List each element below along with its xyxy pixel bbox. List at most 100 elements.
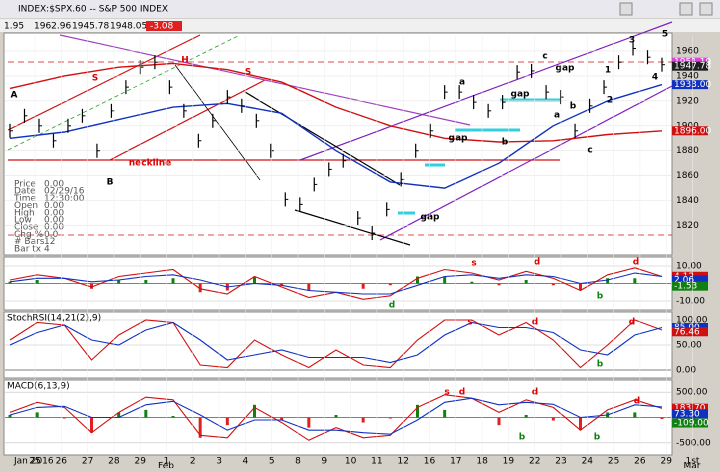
- x-tick-label: 24: [582, 457, 594, 467]
- info-label: Bar tx: [14, 244, 42, 254]
- info-label: # Bars: [14, 237, 45, 247]
- indicator-line: [9, 321, 663, 364]
- x-tick-label: 23: [555, 457, 566, 467]
- last-value-label: -109.00: [674, 419, 709, 429]
- info-value: 0.00: [44, 223, 64, 233]
- last-value-label: 76.46: [674, 327, 700, 337]
- y-tick-label: 10.00: [676, 262, 702, 272]
- x-tick-label: 3: [216, 457, 222, 467]
- minimize-button[interactable]: [619, 2, 633, 16]
- x-tick-label: 22: [529, 457, 540, 467]
- annotation: d: [629, 318, 635, 328]
- x-tick-label: 1: [164, 457, 170, 467]
- last-value-box: [672, 281, 708, 291]
- indicator-line: [9, 83, 663, 189]
- x-tick-label: 25: [29, 457, 40, 467]
- annotation: S: [245, 68, 251, 78]
- last-value-label: 73.30: [674, 409, 700, 419]
- annotation: B: [107, 178, 114, 188]
- annotation: b: [502, 138, 509, 148]
- x-tick-label: 17: [450, 457, 461, 467]
- y-tick-label: 1880: [676, 146, 699, 156]
- x-tick-label: 29: [134, 457, 146, 467]
- x-tick-label: 19: [503, 457, 515, 467]
- y-tick-label: -500.00: [676, 438, 711, 448]
- x-tick-label: 10: [345, 457, 357, 467]
- last-value-box: [672, 327, 708, 337]
- annotation: d: [633, 258, 639, 268]
- last-value-box: [672, 126, 708, 136]
- panel-title: StochRSI(14,21(2),9): [7, 314, 101, 324]
- info-value: 12:30:00: [44, 194, 85, 204]
- close-button[interactable]: [699, 2, 713, 16]
- y-tick-label: 1820: [676, 221, 699, 231]
- x-tick-label: 12: [397, 457, 408, 467]
- indicator-line: [9, 397, 663, 435]
- annotation: d: [459, 388, 465, 398]
- info-label: High: [14, 208, 35, 218]
- x-tick-label: 27: [82, 457, 93, 467]
- y-tick-label: 0.00: [676, 366, 696, 376]
- annotation: s: [471, 259, 476, 269]
- maximize-button[interactable]: [679, 2, 693, 16]
- change-box: [146, 21, 182, 31]
- annotation: d: [634, 397, 640, 407]
- y-tick-label: -10.00: [676, 297, 705, 307]
- annotation: gap: [556, 64, 576, 74]
- last-value-label: -1.53: [674, 282, 697, 292]
- info-value: 0.00: [44, 208, 64, 218]
- annotation: c: [587, 146, 592, 156]
- toolbar-value: 1948.05: [110, 22, 147, 32]
- last-value-label: 183.70: [674, 404, 706, 414]
- info-value: 0.00: [44, 201, 64, 211]
- last-value-box: [672, 409, 708, 419]
- x-tick-label: 2: [190, 457, 196, 467]
- info-label: Price: [14, 180, 36, 190]
- indicator-line: [9, 272, 663, 295]
- annotation: d: [534, 258, 540, 268]
- annotation: gap: [511, 90, 531, 100]
- annotation: 4: [652, 73, 658, 83]
- info-label: Low: [14, 216, 32, 226]
- x-tick-label: 26: [56, 457, 68, 467]
- info-label: Time: [13, 194, 36, 204]
- info-label: Chg %: [14, 230, 44, 240]
- x-tick-label: 25: [608, 457, 619, 467]
- info-value: 02/29/16: [44, 187, 85, 197]
- annotation: d: [532, 318, 538, 328]
- annotation: c: [542, 52, 547, 62]
- last-value-label: 2.06: [674, 275, 694, 285]
- toolbar-change: -3.08: [150, 22, 174, 32]
- annotation: b: [594, 433, 601, 443]
- annotation: gap: [449, 134, 469, 144]
- annotation: b: [597, 292, 604, 302]
- x-tick-label: 5: [269, 457, 275, 467]
- annotation: d: [532, 388, 538, 398]
- annotation: b: [519, 433, 526, 443]
- indicator-line: [9, 319, 663, 369]
- annotation: d: [389, 301, 395, 311]
- y-tick-label: 50.00: [676, 341, 702, 351]
- last-value-box: [672, 275, 708, 285]
- annotation: S: [92, 74, 98, 84]
- indicator-line: [9, 394, 663, 441]
- annotation: s: [467, 318, 472, 328]
- x-tick-label: 29: [660, 457, 672, 467]
- annotation: a: [554, 111, 560, 121]
- info-value: 12: [44, 237, 55, 247]
- annotation: 1: [605, 66, 611, 76]
- x-tick-label: 11: [371, 457, 382, 467]
- x-tick-label: 1st: [686, 457, 700, 467]
- title-bar: [0, 0, 720, 18]
- last-value-box: [672, 80, 708, 90]
- x-tick-label: 18: [476, 457, 488, 467]
- y-tick-label: 1920: [676, 96, 699, 106]
- y-tick-label: 1960: [676, 46, 699, 56]
- annotation: 5: [662, 30, 668, 40]
- window-title: INDEX:$SPX.60 -- S&P 500 INDEX: [18, 5, 168, 15]
- annotation: b: [597, 360, 604, 370]
- x-tick-label: 26: [634, 457, 646, 467]
- annotation: gap: [421, 213, 441, 223]
- month-label: Jan 2016: [13, 457, 54, 467]
